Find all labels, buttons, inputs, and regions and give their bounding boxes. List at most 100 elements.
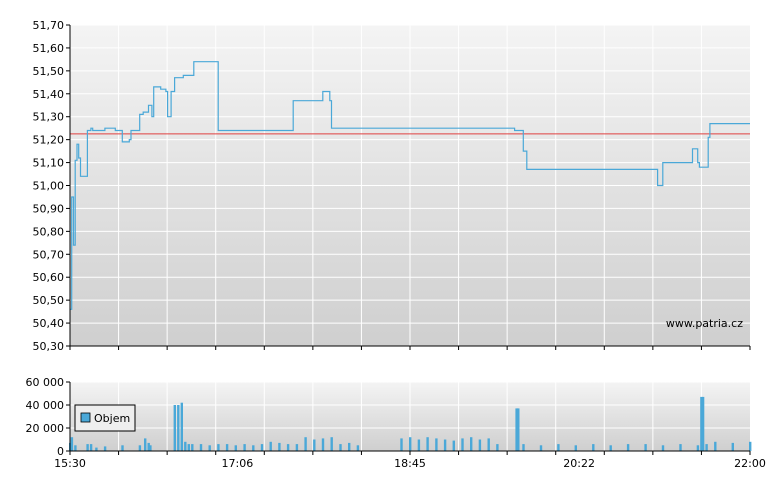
volume-bar	[714, 441, 717, 451]
volume-bar	[522, 444, 525, 451]
volume-bar	[339, 444, 342, 451]
volume-bar	[679, 444, 682, 451]
volume-bar	[208, 445, 211, 452]
volume-bar	[278, 442, 281, 451]
volume-bar	[86, 444, 89, 451]
volume-bar	[470, 437, 473, 451]
volume-bar	[225, 444, 229, 451]
price-y-tick-label: 50,80	[33, 225, 65, 238]
volume-bar	[557, 444, 560, 451]
price-y-tick-label: 50,70	[33, 248, 65, 261]
price-y-tick-label: 51,10	[33, 157, 65, 170]
volume-bar	[330, 437, 333, 451]
volume-bar	[217, 444, 220, 451]
volume-bar	[149, 445, 152, 452]
volume-bar	[348, 442, 351, 451]
price-y-tick-label: 51,60	[33, 42, 65, 55]
price-y-tick-label: 50,40	[33, 317, 65, 330]
price-y-tick-label: 51,20	[33, 134, 65, 147]
price-y-tick-label: 50,30	[33, 340, 65, 353]
volume-bar	[70, 437, 74, 451]
volume-bar	[144, 438, 147, 451]
price-y-axis-ticks: 51,70 51,60 51,50 51,40 51,30 51,20 51,10 51,00…	[33, 19, 70, 353]
volume-bar	[417, 439, 421, 451]
volume-x-tick-label: 22:00	[734, 457, 766, 470]
volume-bar	[89, 444, 93, 451]
volume-legend: Objem	[74, 404, 136, 432]
price-series-line	[70, 61, 750, 310]
volume-bar	[199, 444, 203, 451]
volume-bar	[644, 444, 647, 451]
volume-bar	[409, 437, 412, 451]
volume-bar	[700, 396, 703, 451]
volume-bar	[356, 445, 360, 452]
volume-bar	[517, 408, 520, 451]
volume-bar	[443, 439, 447, 451]
volume-bar	[731, 442, 734, 451]
volume-bar	[452, 440, 455, 451]
volume-bars	[69, 396, 752, 452]
price-x-axis-ticks	[69, 346, 751, 350]
volume-bar	[260, 444, 264, 451]
volume-bar	[696, 445, 700, 452]
volume-x-tick-label: 15:30	[54, 457, 86, 470]
volume-bar	[487, 438, 490, 451]
volume-bar	[74, 445, 77, 452]
volume-x-axis-ticks: 15:30 17:06 18:45 20:22 22:00	[54, 451, 766, 470]
volume-bar	[478, 439, 482, 451]
volume-bar	[138, 445, 142, 452]
volume-bar	[187, 444, 190, 451]
volume-bar	[661, 445, 665, 452]
volume-bar	[539, 445, 543, 452]
price-y-tick-label: 51,00	[33, 180, 65, 193]
volume-bar	[749, 441, 752, 451]
price-y-tick-label: 50,60	[33, 271, 65, 284]
legend-label: Objem	[94, 412, 130, 425]
volume-bar	[147, 442, 150, 451]
volume-x-tick-label: 20:22	[563, 457, 595, 470]
volume-bar	[252, 445, 255, 452]
volume-bar	[173, 405, 176, 451]
volume-bar	[705, 444, 708, 451]
legend-swatch-icon	[80, 412, 91, 423]
volume-bar	[574, 445, 577, 452]
volume-y-tick-label: 20 000	[26, 422, 65, 435]
volume-bar	[400, 438, 403, 451]
price-y-tick-label: 51,50	[33, 65, 65, 78]
volume-panel: 60 000 40 000 20 000 0 15:30 17:06 18:45 20:22…	[26, 376, 766, 470]
volume-bar	[95, 447, 98, 451]
watermark: www.patria.cz	[666, 317, 743, 330]
volume-y-axis-ticks: 60 000 40 000 20 000 0	[26, 376, 70, 458]
volume-bar	[609, 445, 612, 452]
volume-y-tick-label: 40 000	[26, 399, 65, 412]
volume-bar	[286, 444, 290, 451]
volume-bar	[304, 437, 307, 451]
volume-bar	[626, 444, 630, 451]
volume-bar	[435, 438, 438, 451]
volume-bar	[592, 444, 595, 451]
price-y-tick-label: 50,90	[33, 202, 65, 215]
volume-bar	[313, 439, 316, 451]
volume-bar	[103, 446, 107, 451]
volume-bar	[515, 408, 518, 451]
price-y-tick-label: 51,40	[33, 88, 65, 101]
volume-x-tick-label: 17:06	[222, 457, 254, 470]
volume-bar	[269, 441, 272, 451]
volume-bar	[184, 441, 187, 451]
volume-bar	[426, 437, 429, 451]
price-y-tick-label: 51,70	[33, 19, 65, 32]
volume-bar	[180, 402, 183, 451]
volume-bar	[234, 445, 237, 452]
volume-bar	[177, 405, 180, 451]
volume-bar	[295, 444, 299, 451]
price-y-tick-label: 51,30	[33, 111, 65, 124]
volume-bar	[121, 445, 124, 452]
volume-bar	[701, 396, 705, 451]
volume-bar	[461, 438, 464, 451]
price-y-tick-label: 50,50	[33, 294, 65, 307]
volume-bar	[243, 444, 246, 451]
volume-bar	[191, 444, 194, 451]
volume-y-tick-label: 0	[57, 445, 64, 458]
volume-bar	[496, 444, 499, 451]
